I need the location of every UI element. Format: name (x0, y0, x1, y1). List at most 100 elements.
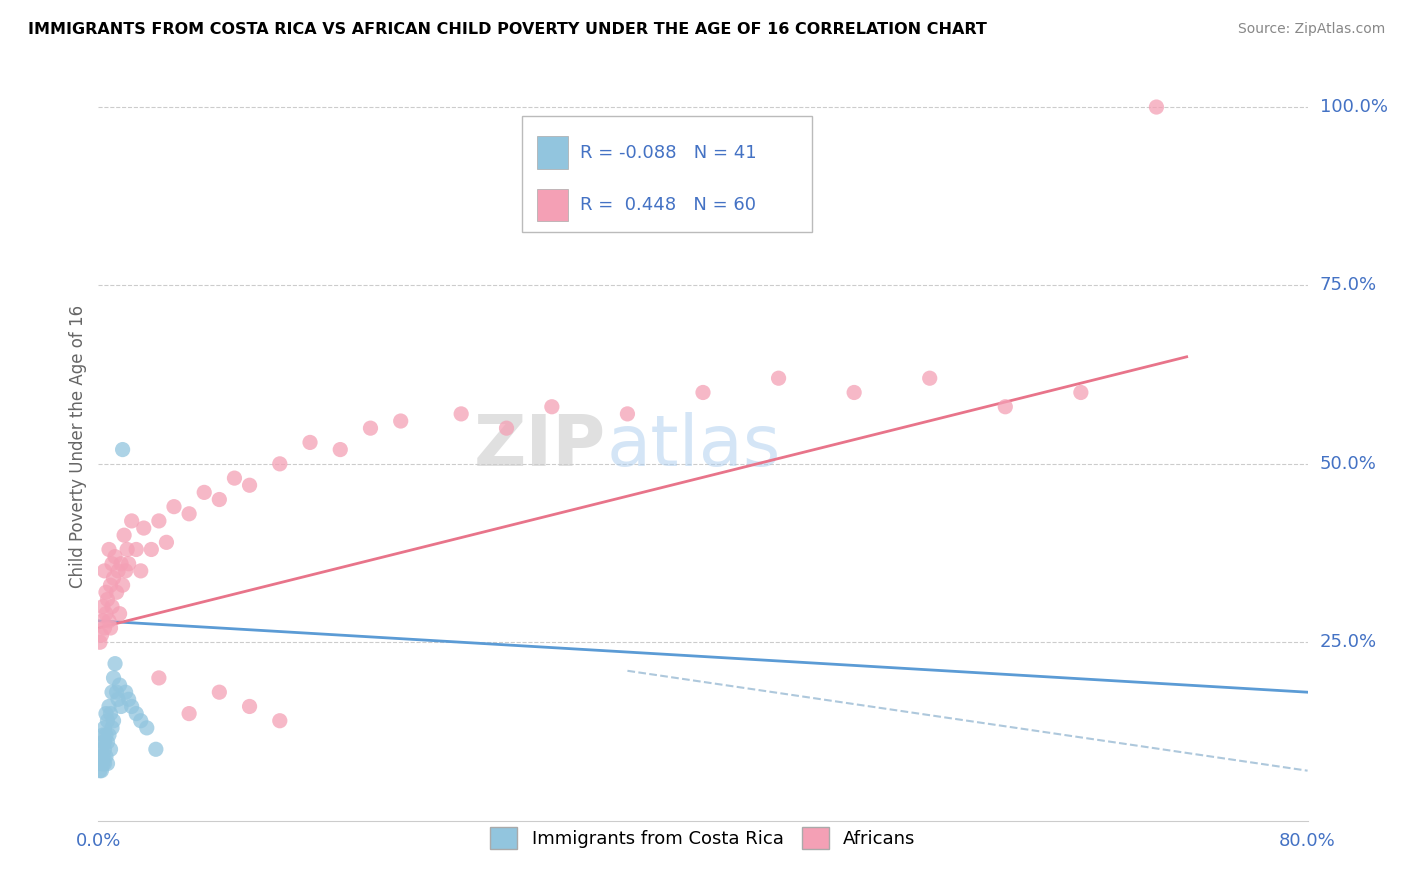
Point (89, 756, 111, 771)
Point (100, 621, 122, 635)
Point (115, 542, 138, 557)
Point (118, 557, 141, 571)
Point (495, 421, 517, 435)
Point (125, 542, 148, 557)
Y-axis label: Child Poverty Under the Age of 16: Child Poverty Under the Age of 16 (69, 304, 87, 588)
Point (94, 749, 117, 764)
Point (101, 685, 124, 699)
Point (104, 657, 127, 671)
Point (105, 685, 128, 699)
Text: 75.0%: 75.0% (1320, 277, 1376, 294)
Point (107, 692, 129, 706)
Point (96, 714, 118, 728)
Point (110, 699, 132, 714)
Point (145, 742, 167, 756)
Point (329, 442, 352, 457)
Point (112, 528, 135, 542)
Point (93, 621, 115, 635)
Text: Source: ZipAtlas.com: Source: ZipAtlas.com (1237, 22, 1385, 37)
Point (114, 685, 136, 699)
Point (103, 571, 125, 585)
Point (94, 706, 117, 721)
Point (100, 706, 122, 721)
Text: 25.0%: 25.0% (1320, 633, 1376, 651)
Point (91, 735, 114, 749)
Point (108, 607, 131, 621)
Point (269, 714, 291, 728)
Point (450, 407, 472, 421)
Point (1144, 100, 1167, 114)
Point (208, 492, 231, 507)
Point (193, 485, 215, 500)
Point (129, 564, 152, 578)
Point (111, 578, 134, 592)
Point (89, 635, 111, 649)
Point (93, 564, 115, 578)
Text: atlas: atlas (606, 411, 780, 481)
Point (179, 706, 201, 721)
Point (111, 442, 134, 457)
Point (148, 514, 170, 528)
Point (132, 521, 155, 535)
Point (100, 742, 122, 756)
Point (101, 599, 124, 614)
Point (105, 585, 128, 599)
Point (90, 628, 112, 642)
Point (239, 478, 262, 492)
Point (148, 671, 170, 685)
Point (89, 764, 111, 778)
Point (96, 735, 118, 749)
Point (91, 756, 114, 771)
Point (96, 592, 118, 607)
Point (101, 721, 124, 735)
Point (101, 557, 124, 571)
Legend: Immigrants from Costa Rica, Africans: Immigrants from Costa Rica, Africans (484, 820, 922, 856)
Point (692, 385, 714, 400)
Point (98, 542, 121, 557)
Point (93, 742, 115, 756)
Point (540, 400, 562, 414)
Point (90, 764, 112, 778)
Point (98, 699, 121, 714)
Bar (537, 188, 568, 221)
Point (98, 728, 121, 742)
Point (269, 457, 291, 471)
Point (121, 699, 143, 714)
Point (389, 414, 412, 428)
Text: IMMIGRANTS FROM COSTA RICA VS AFRICAN CHILD POVERTY UNDER THE AGE OF 16 CORRELAT: IMMIGRANTS FROM COSTA RICA VS AFRICAN CH… (28, 22, 987, 37)
Point (360, 421, 382, 435)
Bar (537, 136, 568, 169)
Point (918, 371, 941, 385)
Point (118, 692, 141, 706)
Point (299, 435, 322, 450)
Text: R =  0.448   N = 60: R = 0.448 N = 60 (579, 196, 755, 214)
Text: R = -0.088   N = 41: R = -0.088 N = 41 (579, 144, 756, 161)
Point (93, 735, 115, 749)
Point (208, 685, 231, 699)
Text: 50.0%: 50.0% (1320, 455, 1376, 473)
Text: 100.0%: 100.0% (1320, 98, 1388, 116)
Point (125, 706, 148, 721)
Point (90, 756, 112, 771)
Point (844, 385, 866, 400)
Point (91, 614, 114, 628)
Point (121, 514, 143, 528)
Point (90, 749, 112, 764)
Point (91, 599, 114, 614)
Point (90, 742, 112, 756)
Point (104, 549, 127, 564)
Point (108, 678, 131, 692)
Point (239, 699, 262, 714)
Point (98, 614, 121, 628)
Point (141, 542, 163, 557)
Point (93, 721, 115, 735)
Point (103, 714, 125, 728)
Point (107, 564, 129, 578)
Point (994, 400, 1017, 414)
Point (135, 721, 157, 735)
Text: ZIP: ZIP (474, 411, 606, 481)
Point (91, 728, 114, 742)
Point (103, 671, 125, 685)
Point (155, 535, 177, 549)
Point (129, 714, 152, 728)
